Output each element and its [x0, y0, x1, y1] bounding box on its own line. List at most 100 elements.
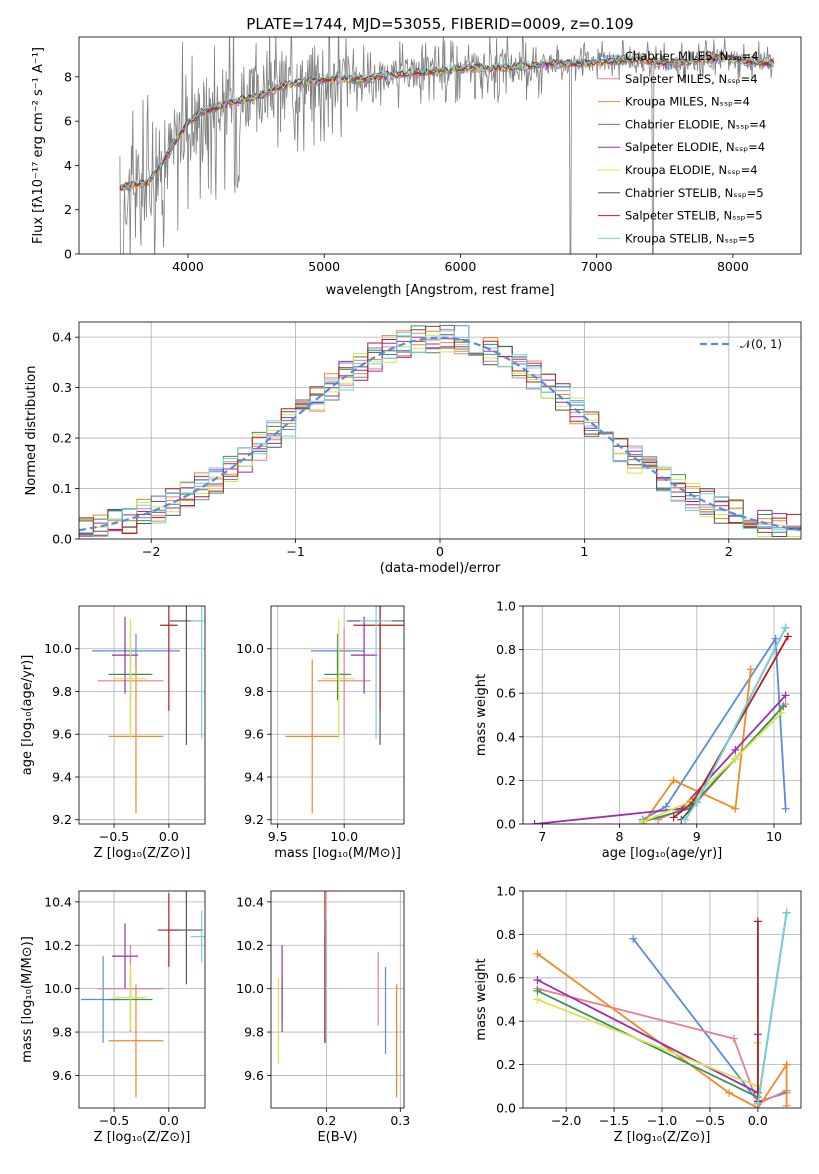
mass-weight-series-line — [537, 987, 787, 1105]
mass-weight-point-marker — [782, 1101, 791, 1108]
mass-weight-point-marker — [731, 754, 740, 763]
mass-weight-point-marker — [669, 813, 678, 822]
mass-weight-point-marker — [771, 634, 780, 643]
residual-histogram-step — [79, 339, 801, 536]
x-tick-label: −0.5 — [695, 1113, 725, 1128]
y-tick-label: 9.8 — [244, 1025, 264, 1040]
axes-frame — [78, 605, 206, 825]
x-tick-label: 0.3 — [390, 1113, 410, 1128]
mass-weight-point-marker — [781, 804, 790, 813]
mass-weight-point-marker — [533, 995, 542, 1004]
mass-weight-series-line — [642, 635, 787, 821]
x-tick-label: 7000 — [581, 259, 613, 274]
x-tick-label: 4000 — [172, 259, 204, 274]
axes-frame — [270, 605, 405, 825]
legend-entry: Chabrier ELODIE, Nₛₛₚ=4 — [625, 117, 766, 131]
mass-weight-point-marker — [731, 804, 740, 813]
mass-weight-point-marker — [533, 949, 542, 958]
mass-weight-point-marker — [753, 1099, 762, 1108]
y-tick-label: 10.0 — [44, 981, 72, 996]
spectrum-legend: Chabrier MILES, Nₛₛₚ=4 Salpeter MILES, Nₛ… — [598, 49, 766, 245]
x-tick-label: −2.0 — [551, 1113, 581, 1128]
x-tick-label: 2 — [725, 544, 733, 559]
y-axis-label: mass weight — [474, 958, 489, 1040]
y-tick-label: 0.2 — [52, 431, 72, 446]
y-tick-label: 1.0 — [496, 599, 516, 614]
x-tick-label: −0.5 — [99, 829, 129, 844]
x-tick-label: 0.0 — [748, 1113, 768, 1128]
mass-weight-series-line — [642, 712, 783, 823]
mass-weight-series-line — [537, 998, 759, 1088]
y-tick-label: 9.2 — [244, 812, 264, 827]
mass-weight-point-marker — [669, 776, 678, 785]
x-tick-label: −1 — [286, 544, 304, 559]
y-tick-label: 0.4 — [52, 330, 72, 345]
y-tick-label: 0 — [64, 247, 72, 262]
model-spectrum-line — [119, 52, 775, 189]
y-tick-label: 0.0 — [496, 817, 516, 832]
y-tick-label: 10.4 — [236, 894, 264, 909]
y-tick-label: 0.6 — [496, 970, 516, 985]
y-tick-label: 9.8 — [52, 684, 72, 699]
y-tick-label: 0.4 — [496, 729, 516, 744]
legend-entry: Kroupa ELODIE, Nₛₛₚ=4 — [625, 163, 758, 177]
x-tick-label: 1 — [580, 544, 588, 559]
y-axis-label: Normed distribution — [24, 366, 39, 496]
mass-weight-point-marker — [777, 708, 786, 717]
x-tick-label: −2 — [142, 544, 160, 559]
x-axis-label: Z [log₁₀(Z/Z⊙)] — [614, 1130, 711, 1145]
model-spectrum-line — [119, 53, 774, 188]
mass-weight-series-line — [537, 989, 759, 1099]
mass-weight-point-marker — [530, 820, 539, 824]
mass-weight-series-line — [641, 669, 752, 824]
y-axis-label: mass [log₁₀(M/M⊙)] — [20, 936, 35, 1063]
y-tick-label: 0.0 — [496, 1101, 516, 1116]
chart-4: 7 8 9 10 0.0 0.2 0.4 0.6 0.8 1.0 age [log₁₀(age/yr… — [474, 599, 802, 861]
mass-weight-series-line — [536, 953, 788, 1108]
y-tick-label: 0.0 — [52, 532, 72, 547]
x-tick-label: 6000 — [445, 259, 477, 274]
x-tick-label: 0.2 — [316, 1113, 336, 1128]
y-tick-label: 9.4 — [244, 769, 264, 784]
y-tick-label: 10.2 — [236, 938, 264, 953]
plot-area — [79, 322, 801, 539]
x-tick-label: 8000 — [717, 259, 749, 274]
plot-area — [79, 891, 205, 1108]
x-axis-label: Z [log₁₀(Z/Z⊙)] — [94, 1130, 191, 1145]
mass-weight-point-marker — [779, 702, 788, 711]
mass-weight-point-marker — [661, 802, 670, 811]
mass-weight-point-marker — [782, 1060, 791, 1069]
residual-histogram-step — [79, 330, 801, 537]
mass-weight-series-line — [757, 912, 788, 1104]
y-tick-label: 9.6 — [52, 1068, 72, 1083]
x-tick-label: 0.0 — [159, 829, 179, 844]
axes-frame — [522, 605, 802, 825]
axes-frame — [522, 890, 802, 1109]
x-axis-label: Z [log₁₀(Z/Z⊙)] — [94, 846, 191, 861]
y-tick-label: 9.6 — [244, 1068, 264, 1083]
y-tick-label: 9.2 — [52, 812, 72, 827]
normal-reference-curve — [79, 336, 801, 532]
axes-frame — [78, 36, 802, 255]
legend-entry: 𝒩(0, 1) — [740, 337, 782, 351]
x-tick-label: 9.5 — [268, 829, 288, 844]
x-tick-label: −0.5 — [99, 1113, 129, 1128]
y-tick-label: 10.0 — [44, 641, 72, 656]
y-axis-label: mass weight — [474, 674, 489, 756]
y-tick-label: 9.6 — [244, 727, 264, 742]
mass-weight-point-marker — [783, 632, 792, 641]
mass-weight-point-marker — [638, 817, 647, 824]
x-axis-label: (data-model)/error — [380, 561, 501, 576]
legend-entry: Salpeter STELIB, Nₛₛₚ=5 — [625, 209, 763, 223]
y-tick-label: 2 — [64, 202, 72, 217]
legend-entry: Salpeter ELODIE, Nₛₛₚ=4 — [625, 140, 765, 154]
plot-area — [271, 606, 404, 824]
chart-5: −0.5 0.0 9.6 9.8 10.0 10.2 10.4 Z [log₁₀(Z/Z⊙)]… — [20, 890, 206, 1145]
axes-frame — [78, 321, 802, 540]
mass-weight-series-line — [642, 705, 784, 823]
mass-weight-point-marker — [781, 623, 790, 632]
y-tick-label: 9.8 — [52, 1025, 72, 1040]
y-tick-label: 0.4 — [496, 1014, 516, 1029]
plot-area — [119, 37, 775, 254]
